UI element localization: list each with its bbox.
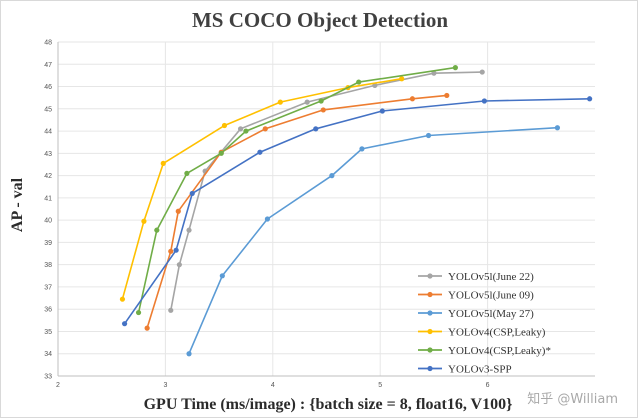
y-tick-label: 46 [44,84,52,91]
data-point [320,107,326,113]
data-point [186,351,192,357]
x-tick-label: 2 [56,382,60,389]
legend-marker [427,347,433,353]
data-point [359,146,365,152]
data-point [399,76,405,82]
legend-marker [427,273,433,279]
x-tick-label: 3 [163,382,167,389]
data-point [277,99,283,105]
data-point [452,65,458,71]
legend-label: YOLOv4(CSP,Leaky)* [448,345,551,357]
data-point [121,321,128,327]
data-point [168,248,174,254]
data-point [175,208,181,214]
data-point [554,125,561,131]
legend-label: YOLOv5l(May 27) [448,308,534,320]
legend-marker [427,310,433,316]
y-tick-label: 48 [44,40,52,47]
data-point [218,150,224,156]
data-point [379,108,385,114]
data-point [184,170,190,176]
data-point [264,216,271,222]
data-point [160,160,166,166]
data-point [154,227,160,233]
y-tick-label: 37 [44,284,52,291]
series-line-6 [123,98,590,325]
chart-title: MS COCO Object Detection [191,8,449,32]
data-point [257,149,263,155]
legend-label: YOLOv3-SPP [448,364,512,376]
data-point [168,307,174,313]
data-point [173,247,179,253]
x-tick-label: 5 [378,382,382,389]
data-point [587,96,593,102]
data-point [425,132,432,139]
y-tick-label: 41 [44,195,52,202]
data-point [135,309,142,316]
watermark: 知乎 @William [527,392,618,407]
data-point [144,325,150,331]
x-tick-label: 6 [486,382,490,389]
data-point [431,70,437,76]
data-point [189,190,195,197]
y-tick-label: 34 [44,351,52,358]
y-tick-label: 43 [44,151,52,158]
data-point [186,227,192,233]
data-point [356,79,362,85]
legend-label: YOLOv5l(June 22) [448,271,534,283]
y-tick-label: 35 [44,329,52,336]
data-point [176,262,182,268]
data-point [313,126,319,132]
data-point [221,122,228,129]
y-tick-label: 39 [44,240,52,247]
y-tick-label: 42 [44,173,52,180]
data-point [119,296,126,302]
data-point [329,173,335,179]
data-point [304,99,310,105]
data-point [243,128,249,134]
x-tick-label: 4 [271,382,275,389]
series-line-2 [146,94,447,329]
data-point [479,69,485,75]
legend-marker [427,291,433,298]
y-tick-label: 40 [44,218,52,225]
x-axis-label: GPU Time (ms/image) : {batch size = 8, f… [143,396,513,413]
data-point [219,273,225,279]
legend-marker [427,365,433,372]
data-point [444,92,450,99]
y-tick-label: 44 [44,129,52,136]
y-tick-label: 33 [44,374,52,381]
data-point [318,98,324,104]
data-point [262,126,268,132]
legend-marker [427,328,433,335]
legend-label: YOLOv5l(June 09) [448,290,534,302]
y-tick-label: 47 [44,62,52,69]
data-point [237,126,244,132]
series-line-1 [170,71,483,311]
y-tick-label: 45 [44,106,52,113]
y-tick-label: 38 [44,262,52,269]
series-line-5 [137,66,456,313]
data-point [481,98,487,104]
data-point [141,218,147,224]
y-tick-label: 36 [44,307,52,314]
legend-label: YOLOv4(CSP,Leaky) [448,327,546,339]
data-point [409,96,416,102]
